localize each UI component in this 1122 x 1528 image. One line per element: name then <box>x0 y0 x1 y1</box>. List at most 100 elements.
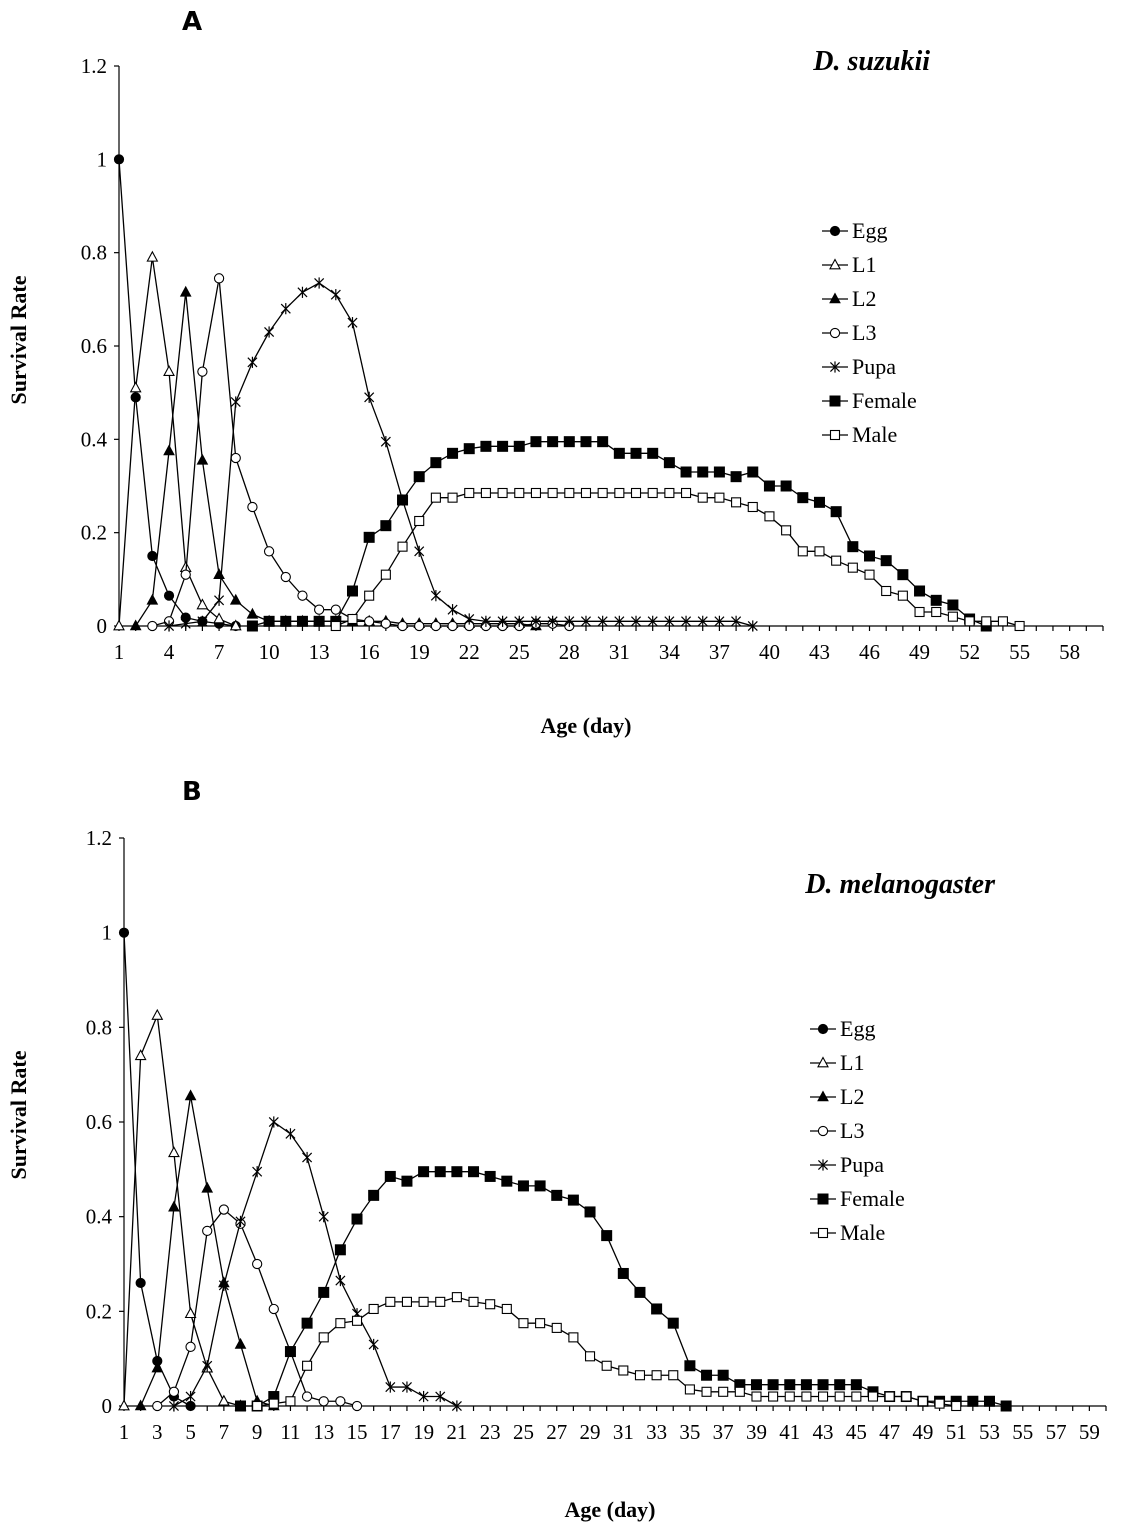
panel-b-l3-point <box>301 1391 313 1402</box>
panel-a-l3-point <box>147 620 158 632</box>
panel-a-series-l3 <box>147 273 575 632</box>
panel-a-legend-l3-marker <box>829 327 841 339</box>
panel-a-pupa-point <box>247 356 258 368</box>
panel-b-pupa-point <box>202 1360 213 1372</box>
panel-b-female-point <box>601 1230 613 1242</box>
panel-a-male-point <box>881 585 892 597</box>
panel-b-x-tick-label: 35 <box>679 1420 700 1444</box>
panel-b-male-point <box>834 1391 845 1402</box>
panel-a-l3-point <box>180 569 191 580</box>
panel-b-x-tick-label: 33 <box>646 1420 667 1444</box>
panel-a-pupa-point <box>264 326 275 338</box>
panel-a-male-point <box>497 487 508 499</box>
panel-a-legend-label-male: Male <box>852 422 897 447</box>
panel-a-l3-point <box>313 604 325 615</box>
panel-a-female-point <box>697 466 709 478</box>
panel-a-pupa-point <box>564 615 575 627</box>
panel-a-l2-point <box>229 593 242 605</box>
panel-a-x-tick-label: 10 <box>259 640 280 664</box>
panel-b-female-point <box>468 1166 480 1178</box>
panel-b-male-point <box>335 1318 346 1329</box>
panel-b-female-point <box>1000 1400 1012 1412</box>
panel-a-x-tick-label: 1 <box>114 640 125 664</box>
panel-a-pupa-point <box>414 545 425 557</box>
panel-b-y-tick-label: 0.8 <box>86 1015 112 1039</box>
panel-a-x-tick-label: 49 <box>909 640 930 664</box>
panel-a-male-point <box>964 616 975 627</box>
panel-a-male-point <box>564 487 575 499</box>
panel-a-letter: A <box>182 7 202 37</box>
panel-a-x-tick-label: 46 <box>859 640 880 664</box>
panel-b-plot-area: 00.20.40.60.811.21 3 5 7 9 11 13 15 17 19 21 23 25 27… <box>86 826 1107 1444</box>
panel-a-female-point <box>747 466 759 478</box>
panel-b-legend-item-male: Male <box>810 1220 885 1245</box>
panel-a-series-pupa-line <box>168 282 753 627</box>
panel-a-legend-item-male: Male <box>822 422 897 447</box>
panel-a-female-point <box>947 599 959 611</box>
panel-a-l1-point <box>213 612 225 624</box>
panel-a-pupa-point <box>547 615 558 627</box>
panel-b-female-point <box>651 1303 663 1315</box>
panel-a-chart: A D. suzukii Survival Rate Age (day) 0 0.… <box>6 7 1104 738</box>
panel-b-x-tick-label: 9 <box>252 1420 263 1444</box>
panel-a-l2-point <box>146 593 159 605</box>
panel-b-male-point <box>718 1386 729 1397</box>
panel-a-x-tick-label: 58 <box>1059 640 1080 664</box>
panel-b-l3-point <box>202 1225 213 1237</box>
panel-b-pupa-point <box>451 1400 462 1412</box>
panel-b-x-tick-label: 7 <box>219 1420 230 1444</box>
panel-b-y-tick-label: 0.2 <box>86 1299 112 1323</box>
panel-a-l3-point <box>247 501 258 513</box>
panel-b-pupa-point <box>385 1381 396 1393</box>
panel-a-pupa-point <box>614 615 625 627</box>
panel-b-female-point <box>634 1286 646 1298</box>
panel-b-x-tick-label: 5 <box>185 1420 196 1444</box>
panel-b-male-point <box>285 1396 296 1407</box>
panel-b-l2-point <box>234 1337 247 1349</box>
panel-a-legend-item-egg: Egg <box>822 218 887 243</box>
panel-b-female-point <box>235 1400 247 1412</box>
panel-b-female-point <box>717 1369 729 1381</box>
panel-b-female-point <box>318 1286 330 1298</box>
panel-a-series-female <box>246 436 992 632</box>
panel-a-legend-label-pupa: Pupa <box>852 354 896 379</box>
panel-a-l1-point <box>163 365 175 377</box>
panel-a-series-female-line <box>252 441 987 627</box>
panel-a-female-point <box>580 436 592 448</box>
panel-a-l3-point <box>414 620 425 632</box>
panel-b-male-point <box>634 1370 646 1381</box>
panel-a-series-egg <box>113 154 241 632</box>
panel-a-l3-point <box>330 604 341 615</box>
panel-b-male-point <box>252 1400 263 1412</box>
panel-b-y-axis-title: Survival Rate <box>6 1050 31 1179</box>
panel-a-female-point <box>530 436 542 448</box>
panel-a-male-point <box>580 487 592 499</box>
panel-a-female-point <box>680 466 692 478</box>
panel-a-male-point <box>614 487 625 499</box>
panel-b-series-pupa-line <box>173 1120 458 1407</box>
panel-b-x-tick-label: 59 <box>1079 1420 1100 1444</box>
panel-a-pupa-point <box>297 286 308 298</box>
panel-a-female-point <box>730 471 742 483</box>
panel-b-legend: Egg L1 L2 L3 Pupa Female Male <box>810 1016 905 1245</box>
panel-a-legend-l2-marker <box>829 292 841 304</box>
panel-a-legend: Egg L1 L2 L3 Pupa Female Male <box>822 218 917 447</box>
panel-b-x-tick-label: 31 <box>613 1420 634 1444</box>
panel-a-legend-male-marker <box>829 429 841 441</box>
panel-a-pupa-point <box>697 615 708 627</box>
panel-b-x-tick-label: 43 <box>813 1420 834 1444</box>
panel-a-male-point <box>464 487 475 499</box>
panel-b-female-point <box>517 1180 529 1192</box>
panel-b-male-point <box>684 1384 695 1395</box>
panel-b-male-point <box>451 1292 462 1303</box>
panel-a-male-point <box>630 487 642 499</box>
panel-b-l2-point <box>134 1399 147 1411</box>
panel-b-y-tick-label: 1 <box>102 921 113 945</box>
panel-b-female-point <box>384 1170 396 1182</box>
panel-b-x-tick-label: 39 <box>746 1420 767 1444</box>
panel-b-legend-male-marker <box>817 1227 829 1239</box>
panel-a-pupa-point <box>197 615 208 627</box>
panel-b-pupa-point <box>285 1128 296 1140</box>
panel-a-female-point <box>363 531 375 543</box>
panel-a-female-point <box>763 480 775 492</box>
